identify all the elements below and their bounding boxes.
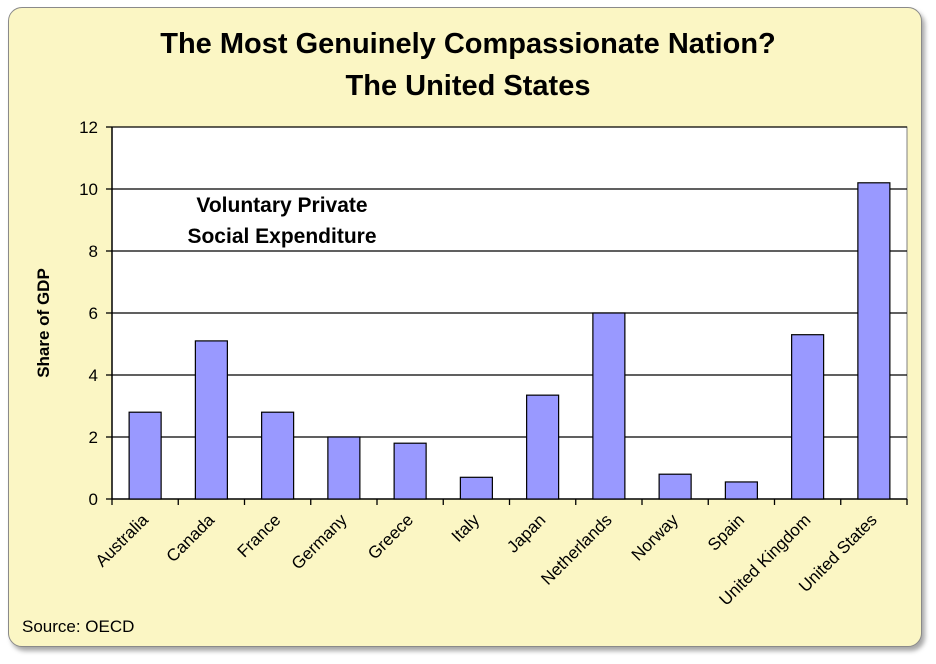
bar-united-kingdom: [791, 334, 825, 500]
bar-australia: [128, 411, 162, 500]
chart-subtitle: The United States: [345, 70, 591, 102]
x-tick-label: Australia: [92, 510, 153, 571]
x-tick-label: Canada: [163, 510, 219, 566]
x-tick-label: Spain: [704, 510, 748, 554]
bar-spain: [724, 481, 758, 500]
bar-greece: [393, 442, 427, 500]
y-tick-label: 10: [79, 180, 98, 199]
bar-netherlands: [592, 312, 626, 500]
y-tick-label: 12: [79, 118, 98, 137]
x-tick-label: Italy: [448, 510, 484, 546]
x-tick-label: Japan: [503, 510, 549, 556]
chart-title: The Most Genuinely Compassionate Nation?: [160, 28, 776, 60]
bar-canada: [194, 340, 228, 500]
source-note: Source: OECD: [22, 617, 135, 636]
x-tick-label: Norway: [628, 510, 683, 565]
x-tick-label: Netherlands: [537, 510, 615, 588]
y-tick-label: 8: [89, 242, 98, 261]
x-tick-label: Greece: [364, 510, 417, 563]
annotation-line: Social Expenditure: [187, 225, 376, 248]
y-tick-label: 2: [89, 428, 98, 447]
y-axis-label: Share of GDP: [34, 268, 53, 378]
x-tick-label: Germany: [288, 510, 351, 573]
bar-norway: [658, 473, 692, 500]
bar-united-states: [857, 182, 891, 500]
y-tick-label: 6: [89, 304, 98, 323]
bar-germany: [327, 436, 361, 500]
bar-france: [261, 411, 295, 500]
annotation-line: Voluntary Private: [196, 194, 367, 217]
y-tick-label: 4: [89, 366, 98, 385]
y-tick-label: 0: [89, 490, 98, 509]
bar-italy: [459, 476, 493, 500]
x-tick-label: France: [234, 510, 285, 561]
bar-japan: [526, 394, 560, 500]
